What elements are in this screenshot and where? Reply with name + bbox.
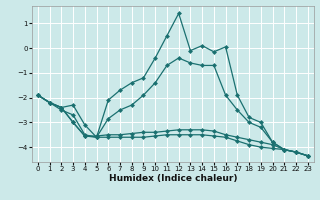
X-axis label: Humidex (Indice chaleur): Humidex (Indice chaleur) — [108, 174, 237, 183]
